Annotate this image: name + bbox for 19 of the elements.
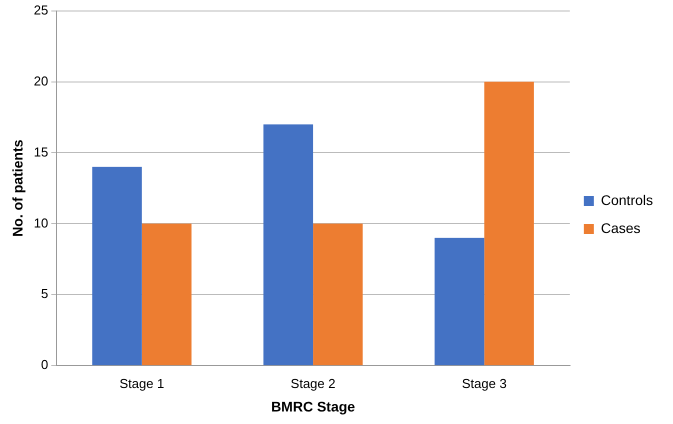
legend-label: Cases: [600, 220, 641, 236]
y-tick-label: 25: [34, 2, 48, 18]
bar: [484, 82, 534, 366]
y-tick-label: 20: [34, 73, 48, 88]
y-axis-title: No. of patients: [9, 139, 26, 237]
x-tick-label: Stage 3: [462, 376, 507, 391]
y-tick-label: 15: [34, 144, 48, 160]
bar: [92, 166, 142, 366]
x-tick-label: Stage 2: [290, 376, 336, 391]
bar: [434, 238, 484, 366]
y-tick-label: 0: [41, 357, 48, 372]
y-tick-label: 5: [41, 286, 48, 302]
x-axis-title: BMRC Stage: [271, 398, 356, 414]
x-tick-label: Stage 1: [119, 376, 164, 391]
bar: [313, 224, 363, 366]
bar: [142, 224, 192, 366]
bar: [263, 124, 314, 366]
y-tick-label: 10: [34, 215, 48, 230]
legend-label: Controls: [600, 192, 654, 208]
